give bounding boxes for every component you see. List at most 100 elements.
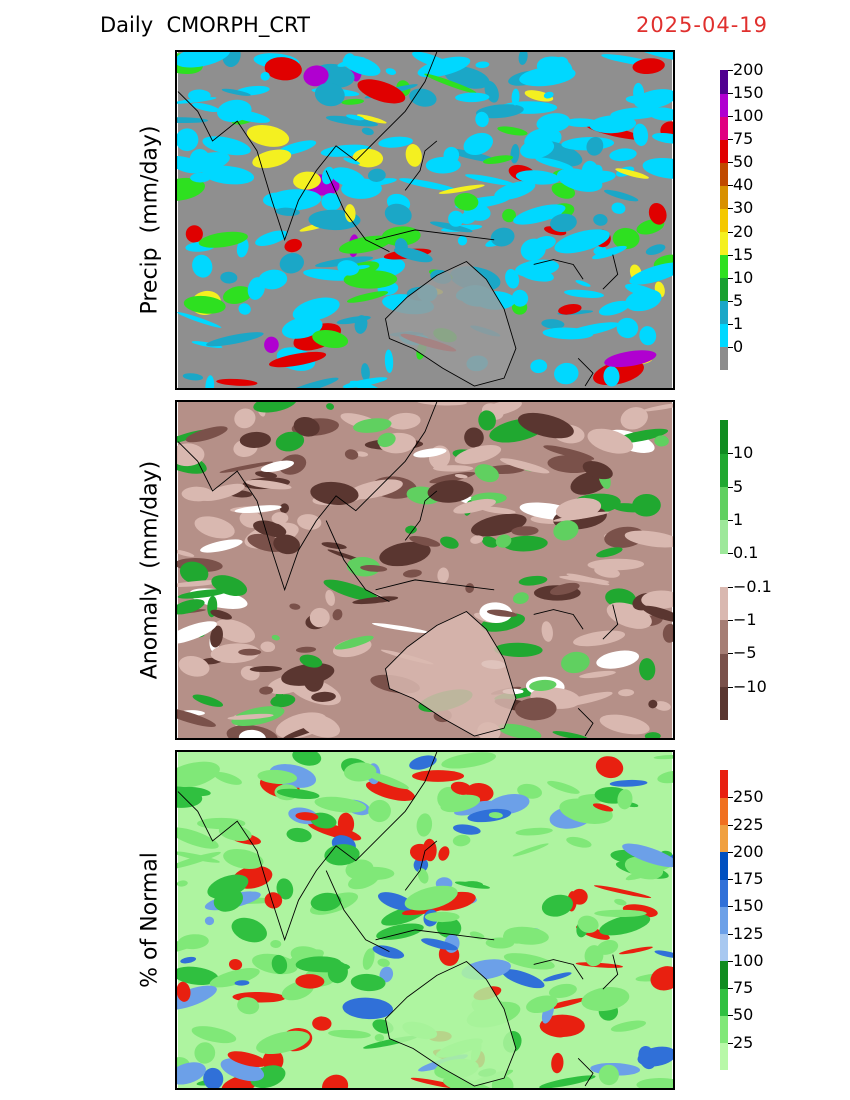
precip-colorbar-tick (728, 254, 733, 256)
precip-colorbar-tick (728, 346, 733, 348)
pct-colorbar-tick (728, 1042, 733, 1044)
anomaly-coastlines (177, 402, 619, 737)
precip-colorbar-label: 1 (733, 313, 744, 333)
anomaly-map (175, 400, 675, 740)
pct-colorbar-label: 125 (733, 923, 764, 943)
precip-colorbar-tick (728, 231, 733, 233)
precip-colorbar-swatch (720, 162, 728, 186)
pct-colorbar-tick (728, 988, 733, 990)
pct-colorbar-swatch (720, 824, 728, 853)
anomaly-colorbar-label: −10 (733, 676, 767, 696)
precip-colorbar-label: 20 (733, 221, 754, 241)
precip-colorbar-label: 150 (733, 83, 764, 103)
precip-colorbar-swatch (720, 323, 728, 348)
anomaly-colorbar-label: 5 (733, 476, 744, 496)
precip-colorbar-tick (728, 162, 733, 164)
precip-colorbar-tick (728, 323, 733, 325)
pct-coastlines (177, 752, 619, 1087)
precip-colorbar-swatch (720, 346, 728, 371)
pct-colorbar-label: 25 (733, 1032, 754, 1052)
pct-colorbar-swatch (720, 1042, 728, 1071)
pct-colorbar-swatch (720, 933, 728, 962)
pct-colorbar-tick (728, 933, 733, 935)
precip-colorbar-tick (728, 185, 733, 187)
pct-colorbar-label: 100 (733, 950, 764, 970)
anomaly-colorbar-swatch (720, 520, 728, 554)
anomaly-colorbar-swatch (720, 620, 728, 654)
anomaly-field-cells (177, 402, 673, 738)
precip-colorbar-label: 40 (733, 175, 754, 195)
pct-normal-axis-label: % of Normal (137, 852, 163, 988)
precip-colorbar-label: 5 (733, 290, 744, 310)
pct-colorbar-swatch (720, 906, 728, 935)
precip-colorbar-swatch (720, 139, 728, 163)
precip-colorbar-strip (720, 70, 728, 371)
pct-colorbar-swatch (720, 770, 728, 798)
anomaly-colorbar-swatch (720, 653, 728, 688)
precip-colorbar-label: 15 (733, 244, 754, 264)
anomaly-colorbar-label: 0.1 (733, 543, 759, 563)
precip-map (175, 50, 675, 390)
anomaly-colorbar-strip (720, 420, 728, 721)
anomaly-colorbar-swatch (720, 553, 728, 588)
anomaly-colorbar-tick (728, 620, 733, 621)
precip-colorbar-tick (728, 208, 733, 210)
precip-colorbar-label: 100 (733, 106, 764, 126)
anomaly-axis-label: Anomaly (mm/day) (137, 460, 163, 680)
anomaly-colorbar-swatch (720, 420, 728, 454)
precip-colorbar-label: 200 (733, 60, 764, 79)
anomaly-colorbar-label: 1 (733, 510, 744, 529)
anomaly-colorbar-swatch (720, 453, 728, 488)
anomaly-colorbar-swatch (720, 486, 728, 521)
pct-map-canvas (177, 752, 673, 1088)
pct-colorbar-swatch (720, 988, 728, 1016)
precip-colorbar-tick (728, 139, 733, 141)
anomaly-colorbar-swatch (720, 686, 728, 721)
pct-colorbar-label: 175 (733, 869, 764, 889)
pct-colorbar-swatch (720, 797, 728, 826)
precip-axis-label: Precip (mm/day) (137, 125, 163, 315)
pct-colorbar-swatch (720, 851, 728, 880)
chart-title: Daily CMORPH_CRT (100, 13, 310, 37)
pct-colorbar-swatch (720, 879, 728, 907)
precip-colorbar-label: 75 (733, 129, 754, 149)
pct-colorbar-tick (728, 879, 733, 881)
pct-colorbar-label: 200 (733, 841, 764, 861)
pct-colorbar-tick (728, 906, 733, 908)
pct-colorbar-tick (728, 797, 733, 799)
precip-colorbar-label: 30 (733, 198, 754, 218)
anomaly-colorbar-tick (728, 453, 733, 455)
precip-colorbar-swatch (720, 93, 728, 117)
pct-colorbar-tick (728, 960, 733, 962)
anomaly-colorbar-tick (728, 686, 733, 688)
precip-colorbar-label: 10 (733, 267, 754, 287)
precip-map-canvas (177, 52, 673, 388)
precip-colorbar-swatch (720, 185, 728, 209)
pct-normal-map (175, 750, 675, 1090)
pct-field-cells (177, 752, 673, 1088)
anomaly-colorbar-swatch (720, 586, 728, 621)
anomaly-colorbar-tick (728, 653, 733, 655)
precip-colorbar-swatch (720, 300, 728, 325)
precip-colorbar-swatch (720, 254, 728, 279)
precip-colorbar-swatch (720, 277, 728, 302)
precip-colorbar-label: 50 (733, 152, 754, 172)
anomaly-map-canvas (177, 402, 673, 738)
precip-colorbar-swatch (720, 231, 728, 256)
anomaly-colorbar-tick (728, 520, 733, 521)
pct-colorbar-label: 150 (733, 896, 764, 916)
precip-colorbar-tick (728, 116, 733, 118)
pct-colorbar-label: 250 (733, 787, 764, 807)
pct-colorbar-tick (728, 824, 733, 826)
precip-colorbar-swatch (720, 116, 728, 140)
anomaly-colorbar-tick (728, 586, 733, 588)
date-label: 2025-04-19 (635, 13, 768, 37)
precip-colorbar-tick (728, 70, 733, 71)
pct-colorbar-tick (728, 851, 733, 853)
pct-colorbar-tick (728, 1015, 733, 1017)
precip-colorbar-swatch (720, 208, 728, 233)
precip-coastlines (177, 52, 619, 387)
anomaly-colorbar-tick (728, 553, 733, 555)
precip-colorbar-swatch (720, 70, 728, 94)
